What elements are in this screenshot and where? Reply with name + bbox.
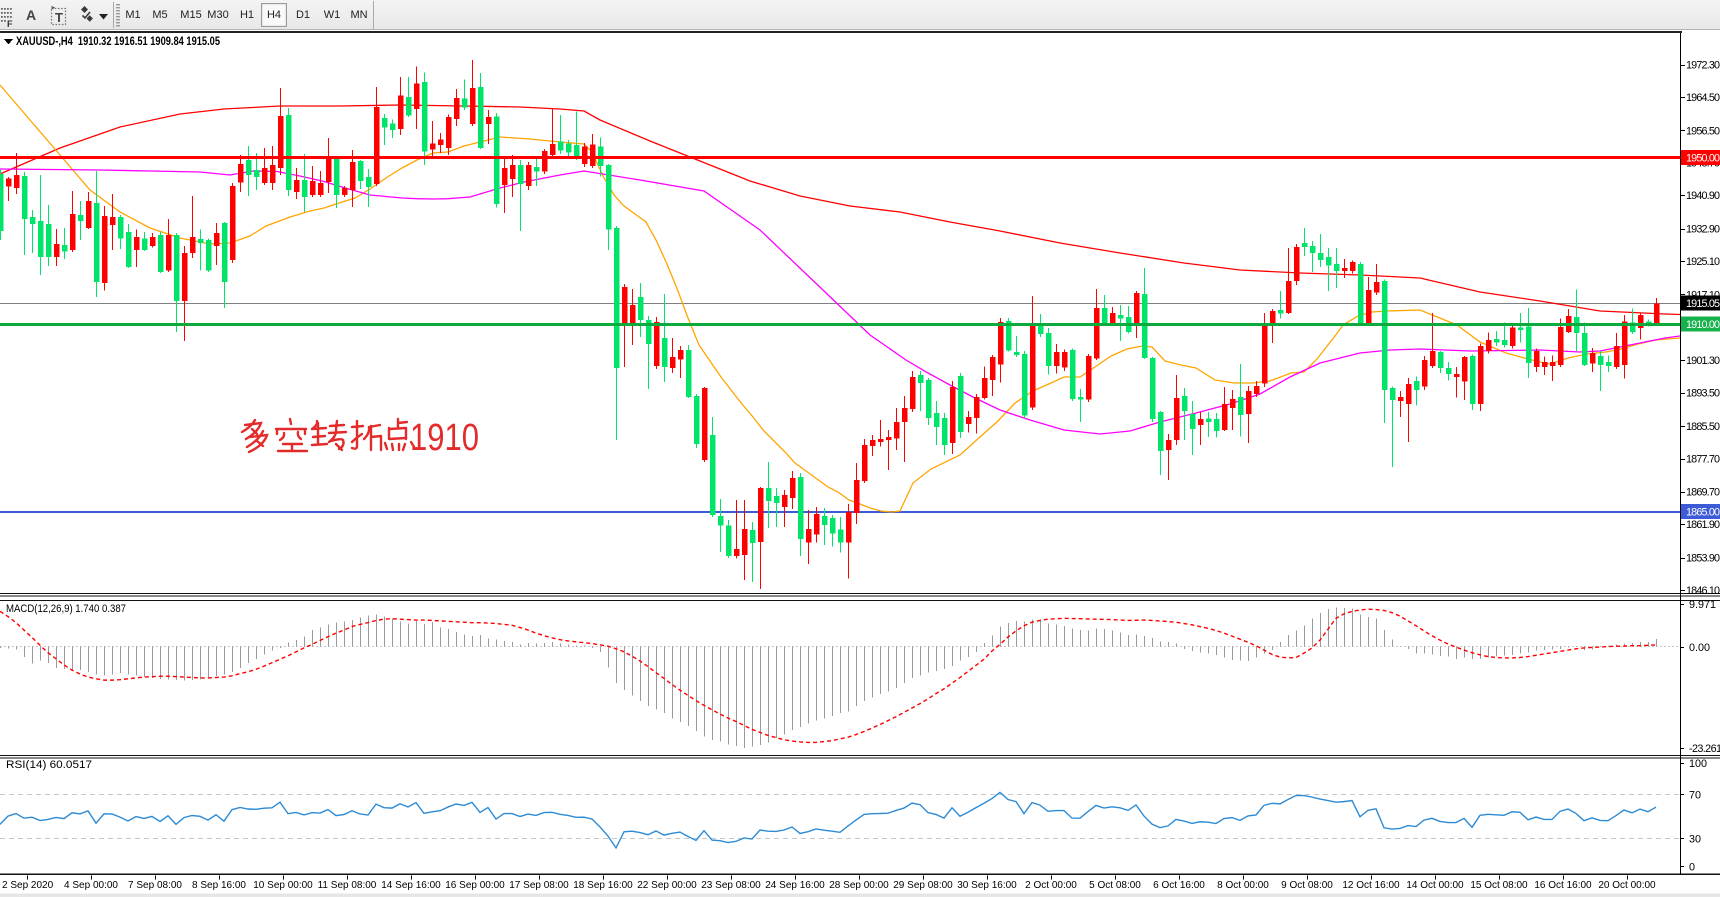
svg-text:70: 70 bbox=[1689, 790, 1701, 802]
svg-text:9 Oct 08:00: 9 Oct 08:00 bbox=[1281, 880, 1333, 891]
svg-text:1910: 1910 bbox=[410, 417, 479, 459]
svg-text:1915.05: 1915.05 bbox=[1686, 298, 1720, 310]
svg-text:8 Sep 16:00: 8 Sep 16:00 bbox=[192, 880, 246, 891]
svg-text:18 Sep 16:00: 18 Sep 16:00 bbox=[573, 880, 633, 891]
svg-text:RSI(14) 60.0517: RSI(14) 60.0517 bbox=[6, 759, 92, 771]
svg-text:1877.70: 1877.70 bbox=[1686, 453, 1720, 465]
svg-text:14 Sep 16:00: 14 Sep 16:00 bbox=[381, 880, 441, 891]
svg-text:10 Sep 00:00: 10 Sep 00:00 bbox=[253, 880, 313, 891]
svg-text:-23.261: -23.261 bbox=[1689, 743, 1720, 755]
svg-text:30: 30 bbox=[1689, 834, 1701, 846]
svg-text:4 Sep 00:00: 4 Sep 00:00 bbox=[64, 880, 118, 891]
svg-text:1893.50: 1893.50 bbox=[1686, 388, 1720, 400]
svg-text:16 Sep 00:00: 16 Sep 00:00 bbox=[445, 880, 505, 891]
svg-text:8 Oct 00:00: 8 Oct 00:00 bbox=[1217, 880, 1269, 891]
svg-text:2 Sep 2020: 2 Sep 2020 bbox=[2, 880, 54, 891]
svg-text:1865.00: 1865.00 bbox=[1686, 506, 1720, 518]
svg-text:17 Sep 08:00: 17 Sep 08:00 bbox=[509, 880, 569, 891]
svg-text:14 Oct 00:00: 14 Oct 00:00 bbox=[1406, 880, 1464, 891]
svg-text:1956.50: 1956.50 bbox=[1686, 125, 1720, 137]
svg-text:5 Oct 08:00: 5 Oct 08:00 bbox=[1089, 880, 1141, 891]
svg-text:1932.90: 1932.90 bbox=[1686, 224, 1720, 236]
svg-text:1885.50: 1885.50 bbox=[1686, 421, 1720, 433]
svg-text:1861.90: 1861.90 bbox=[1686, 519, 1720, 531]
svg-text:12 Oct 16:00: 12 Oct 16:00 bbox=[1342, 880, 1400, 891]
svg-text:6 Oct 16:00: 6 Oct 16:00 bbox=[1153, 880, 1205, 891]
svg-text:1901.30: 1901.30 bbox=[1686, 355, 1720, 367]
svg-text:22 Sep 00:00: 22 Sep 00:00 bbox=[637, 880, 697, 891]
svg-text:29 Sep 08:00: 29 Sep 08:00 bbox=[893, 880, 953, 891]
svg-text:30 Sep 16:00: 30 Sep 16:00 bbox=[957, 880, 1017, 891]
svg-text:28 Sep 00:00: 28 Sep 00:00 bbox=[829, 880, 889, 891]
svg-text:1925.10: 1925.10 bbox=[1686, 256, 1720, 268]
svg-text:100: 100 bbox=[1689, 758, 1707, 770]
svg-text:1964.50: 1964.50 bbox=[1686, 92, 1720, 104]
svg-text:T: T bbox=[55, 10, 63, 25]
svg-text:7 Sep 08:00: 7 Sep 08:00 bbox=[128, 880, 182, 891]
svg-text:1950.00: 1950.00 bbox=[1686, 153, 1720, 165]
svg-text:9.971: 9.971 bbox=[1689, 599, 1716, 611]
svg-text:24 Sep 16:00: 24 Sep 16:00 bbox=[765, 880, 825, 891]
svg-text:1853.90: 1853.90 bbox=[1686, 552, 1720, 564]
svg-text:20 Oct 00:00: 20 Oct 00:00 bbox=[1598, 880, 1656, 891]
svg-text:16 Oct 16:00: 16 Oct 16:00 bbox=[1534, 880, 1592, 891]
svg-text:0.00: 0.00 bbox=[1689, 642, 1710, 654]
svg-text:23 Sep 08:00: 23 Sep 08:00 bbox=[701, 880, 761, 891]
svg-text:XAUUSD-,H4 1910.32 1916.51 19: XAUUSD-,H4 1910.32 1916.51 1909.84 1915.… bbox=[16, 36, 220, 48]
svg-text:1940.90: 1940.90 bbox=[1686, 190, 1720, 202]
svg-text:1910.00: 1910.00 bbox=[1686, 319, 1720, 331]
svg-text:MACD(12,26,9) 1.740 0.387: MACD(12,26,9) 1.740 0.387 bbox=[6, 603, 126, 615]
svg-text:F: F bbox=[7, 19, 13, 29]
svg-text:0: 0 bbox=[1689, 862, 1695, 874]
svg-text:2 Oct 00:00: 2 Oct 00:00 bbox=[1025, 880, 1077, 891]
svg-text:1972.30: 1972.30 bbox=[1686, 60, 1720, 72]
svg-text:15 Oct 08:00: 15 Oct 08:00 bbox=[1470, 880, 1528, 891]
svg-text:1846.10: 1846.10 bbox=[1686, 585, 1720, 597]
svg-text:11 Sep 08:00: 11 Sep 08:00 bbox=[318, 880, 377, 891]
svg-text:1869.70: 1869.70 bbox=[1686, 487, 1720, 499]
